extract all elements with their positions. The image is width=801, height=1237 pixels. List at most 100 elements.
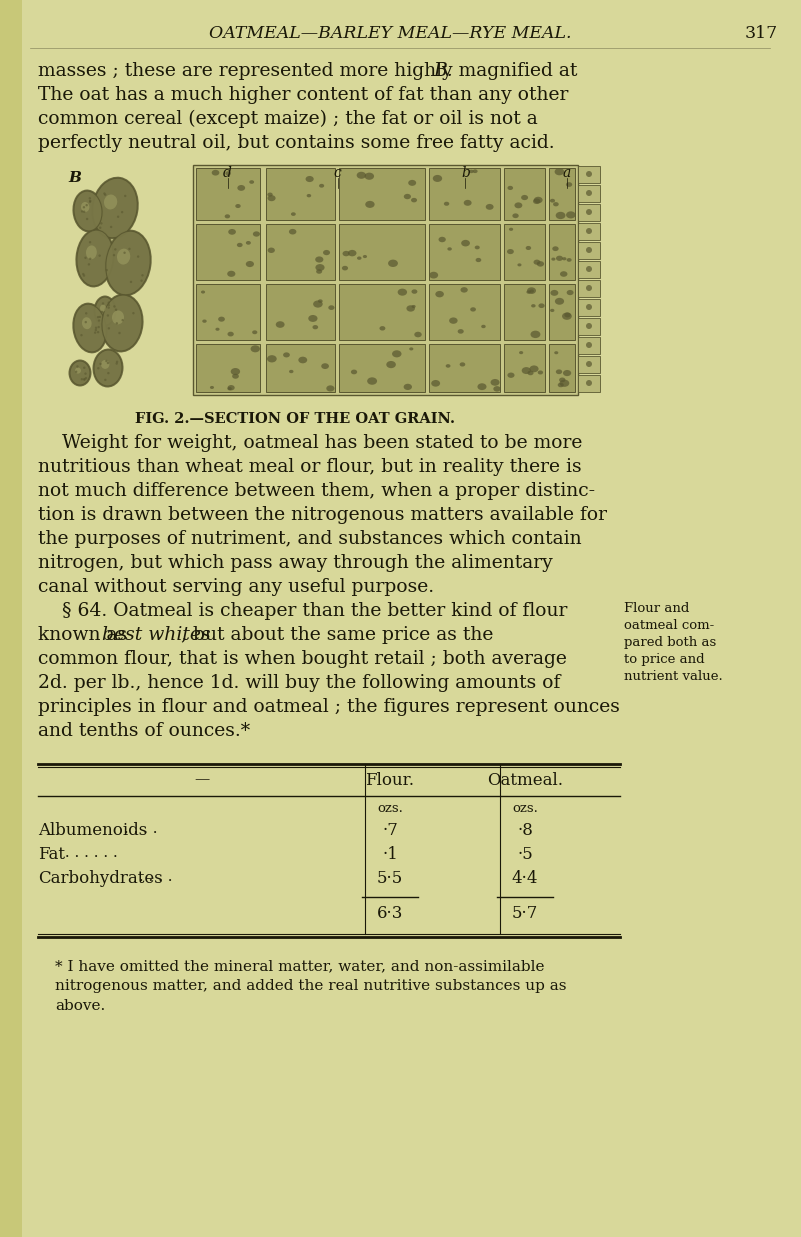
Circle shape: [132, 312, 135, 314]
Ellipse shape: [268, 195, 276, 202]
Ellipse shape: [305, 176, 314, 182]
Ellipse shape: [550, 199, 555, 203]
Ellipse shape: [449, 318, 457, 324]
Circle shape: [116, 360, 119, 362]
Circle shape: [97, 332, 99, 333]
Circle shape: [85, 312, 87, 314]
Circle shape: [81, 210, 83, 213]
Circle shape: [107, 307, 110, 309]
Ellipse shape: [562, 257, 566, 260]
Ellipse shape: [203, 319, 207, 323]
Circle shape: [86, 218, 88, 220]
Text: b: b: [461, 166, 470, 181]
Bar: [339, 224, 425, 280]
Ellipse shape: [429, 272, 438, 278]
Ellipse shape: [72, 303, 107, 354]
Bar: [578, 223, 600, 240]
Circle shape: [85, 377, 87, 380]
Ellipse shape: [404, 383, 412, 390]
Text: 4·4: 4·4: [512, 870, 538, 887]
Ellipse shape: [529, 365, 538, 372]
Ellipse shape: [237, 186, 245, 190]
Bar: [266, 344, 335, 392]
Ellipse shape: [438, 236, 446, 242]
Ellipse shape: [74, 304, 107, 351]
Text: Albumenoids: Albumenoids: [38, 823, 147, 839]
Ellipse shape: [228, 229, 236, 235]
Circle shape: [586, 171, 592, 177]
Ellipse shape: [552, 246, 558, 251]
Ellipse shape: [485, 204, 493, 210]
Ellipse shape: [298, 356, 308, 364]
Circle shape: [76, 365, 78, 367]
Ellipse shape: [268, 193, 272, 197]
Circle shape: [107, 372, 110, 375]
Ellipse shape: [312, 325, 318, 329]
Ellipse shape: [566, 289, 574, 296]
Ellipse shape: [93, 178, 137, 238]
Bar: [28, 163, 580, 398]
Ellipse shape: [253, 231, 260, 236]
Ellipse shape: [326, 386, 335, 391]
Ellipse shape: [357, 256, 361, 260]
Ellipse shape: [560, 271, 567, 277]
Ellipse shape: [251, 345, 260, 353]
Circle shape: [83, 366, 86, 369]
Circle shape: [586, 247, 592, 254]
Circle shape: [94, 332, 96, 334]
Ellipse shape: [100, 304, 106, 312]
Bar: [429, 224, 500, 280]
Ellipse shape: [94, 350, 122, 386]
Circle shape: [122, 319, 124, 322]
Ellipse shape: [313, 301, 323, 308]
Circle shape: [83, 379, 86, 381]
Ellipse shape: [77, 230, 113, 286]
Ellipse shape: [227, 271, 235, 277]
Ellipse shape: [481, 325, 485, 328]
Ellipse shape: [289, 370, 293, 374]
Text: Weight for weight, oatmeal has been stated to be more: Weight for weight, oatmeal has been stat…: [38, 434, 582, 452]
Ellipse shape: [100, 293, 143, 353]
Circle shape: [124, 194, 127, 197]
Circle shape: [107, 302, 110, 304]
Ellipse shape: [517, 263, 521, 266]
Ellipse shape: [554, 351, 558, 354]
Text: canal without serving any useful purpose.: canal without serving any useful purpose…: [38, 578, 434, 596]
Text: the purposes of nutriment, and substances which contain: the purposes of nutriment, and substance…: [38, 529, 582, 548]
Circle shape: [98, 319, 100, 322]
Ellipse shape: [457, 329, 464, 334]
Circle shape: [586, 209, 592, 215]
Ellipse shape: [554, 168, 564, 176]
Ellipse shape: [469, 169, 473, 173]
Bar: [578, 242, 600, 259]
Circle shape: [105, 360, 107, 362]
Ellipse shape: [553, 202, 559, 207]
Ellipse shape: [461, 287, 468, 293]
Circle shape: [99, 255, 101, 257]
Bar: [196, 224, 260, 280]
Ellipse shape: [551, 257, 555, 261]
Bar: [339, 168, 425, 220]
Text: above.: above.: [55, 999, 105, 1013]
Ellipse shape: [493, 386, 501, 392]
Ellipse shape: [267, 355, 276, 362]
Text: 317: 317: [745, 25, 779, 42]
Ellipse shape: [526, 291, 531, 293]
Ellipse shape: [104, 230, 151, 297]
Ellipse shape: [559, 377, 566, 382]
Ellipse shape: [235, 204, 240, 208]
Bar: [339, 285, 425, 340]
Text: and tenths of ounces.*: and tenths of ounces.*: [38, 722, 250, 740]
Ellipse shape: [82, 317, 91, 329]
Ellipse shape: [409, 348, 413, 350]
Circle shape: [121, 212, 123, 213]
Ellipse shape: [521, 195, 528, 200]
Text: to price and: to price and: [624, 653, 705, 666]
Bar: [549, 344, 575, 392]
Text: Carbohydrates: Carbohydrates: [38, 870, 163, 887]
Ellipse shape: [411, 198, 417, 203]
Ellipse shape: [210, 386, 214, 388]
Circle shape: [86, 204, 88, 207]
Bar: [0, 0, 22, 1237]
Bar: [549, 224, 575, 280]
